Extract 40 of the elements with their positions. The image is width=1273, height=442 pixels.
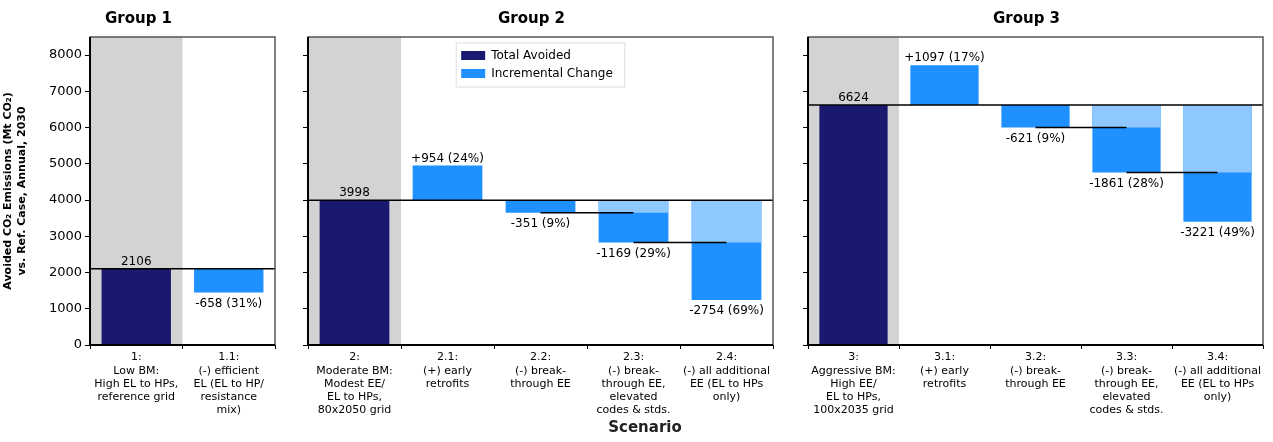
y-tick-label: 2000 [48,263,82,279]
data-label: +954 (24%) [411,150,484,165]
x-axis-title: Scenario [608,418,682,436]
data-label: +1097 (17%) [904,50,985,65]
x-tick-label: 2.4: (-) all additional EE (EL to HPs only) [682,350,771,404]
data-label: -658 (31%) [195,295,263,310]
x-tick-label: 2: Moderate BM: Modest EE/ EL to HPs, 80x2050 grid [316,350,393,417]
y-tick-label: 0 [73,336,82,352]
data-label: 6624 [838,90,869,105]
data-label: -351 (9%) [510,215,571,230]
data-label: -621 (9%) [1005,130,1066,145]
x-tick-label: 1: Low BM: High EL to HPs, reference grid [94,350,179,404]
data-label: -3221 (49%) [1180,224,1255,239]
x-tick-label: 3.2: (-) break- through EE [1005,350,1066,390]
data-label: -1861 (28%) [1089,175,1164,190]
x-tick-label: 2.1: (+) early retrofits [423,350,473,390]
data-label: 3998 [339,185,370,200]
y-tick-label: 3000 [48,227,82,243]
y-tick-label: 6000 [48,118,82,134]
legend-label: Total Avoided [490,48,571,63]
x-tick-label: 3: Aggressive BM: High EE/ EL to HPs, 100x2035 grid [811,350,896,417]
chart-title: Group 2 [497,8,566,27]
x-tick-label: 2.2: (-) break- through EE [510,350,571,390]
y-tick-label: 7000 [48,82,82,98]
data-label: -2754 (69%) [689,303,764,318]
x-tick-label: 2.3: (-) break- through EE, elevated codes & stds. [596,350,671,417]
y-tick-label: 4000 [48,191,82,207]
x-tick-label: 3.1: (+) early retrofits [920,350,970,390]
y-tick-label: 5000 [48,155,82,171]
y-tick-label: 8000 [48,46,82,62]
y-axis-title: Avoided CO₂ Emissions (Mt CO₂) vs. Ref. Case, Annual, 2030 [1,92,28,290]
x-tick-label: 1.1: (-) efficient EL (EL to HP/ resistance mix) [193,350,265,417]
x-tick-label: 3.4: (-) all additional EE (EL to HPs only) [1173,350,1262,404]
legend-label: Incremental Change [491,66,613,81]
chart-title: Group 3 [992,8,1061,27]
chart-title: Group 1 [104,8,173,27]
y-tick-label: 1000 [48,300,82,316]
data-label: 2106 [120,253,152,268]
x-tick-label: 3.3: (-) break- through EE, elevated codes & stds. [1089,350,1164,417]
data-label: -1169 (29%) [596,245,671,260]
